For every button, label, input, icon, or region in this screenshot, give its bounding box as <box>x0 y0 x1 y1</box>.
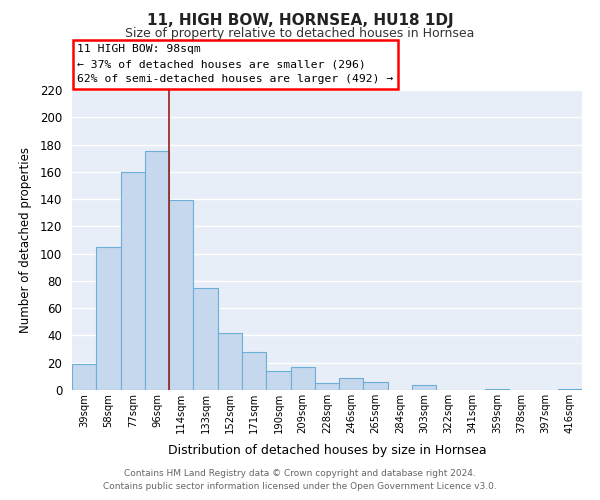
Bar <box>169 200 193 390</box>
Bar <box>266 371 290 390</box>
Text: Contains HM Land Registry data © Crown copyright and database right 2024.: Contains HM Land Registry data © Crown c… <box>124 468 476 477</box>
Bar <box>193 288 218 390</box>
Text: 11, HIGH BOW, HORNSEA, HU18 1DJ: 11, HIGH BOW, HORNSEA, HU18 1DJ <box>146 12 454 28</box>
Text: Contains public sector information licensed under the Open Government Licence v3: Contains public sector information licen… <box>103 482 497 491</box>
Bar <box>558 388 582 390</box>
Y-axis label: Number of detached properties: Number of detached properties <box>19 147 32 333</box>
Bar <box>412 384 436 390</box>
Bar <box>315 383 339 390</box>
Bar <box>72 364 96 390</box>
Bar <box>339 378 364 390</box>
Bar <box>218 332 242 390</box>
Bar <box>364 382 388 390</box>
Bar <box>290 367 315 390</box>
Bar <box>96 247 121 390</box>
Bar <box>242 352 266 390</box>
Text: Size of property relative to detached houses in Hornsea: Size of property relative to detached ho… <box>125 28 475 40</box>
Text: 11 HIGH BOW: 98sqm
← 37% of detached houses are smaller (296)
62% of semi-detach: 11 HIGH BOW: 98sqm ← 37% of detached hou… <box>77 44 394 84</box>
X-axis label: Distribution of detached houses by size in Hornsea: Distribution of detached houses by size … <box>167 444 487 458</box>
Bar <box>145 152 169 390</box>
Bar <box>485 388 509 390</box>
Bar <box>121 172 145 390</box>
